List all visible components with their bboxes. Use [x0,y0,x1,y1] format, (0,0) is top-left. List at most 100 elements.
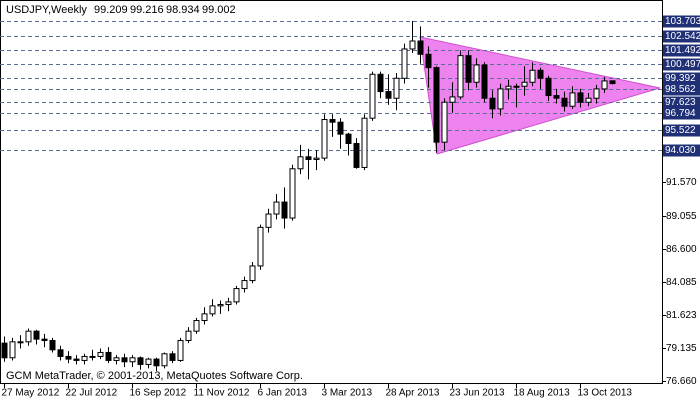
y-tick-label: 86.600 [666,244,697,255]
last-open: 99.209 [94,4,128,16]
candle-body [553,95,560,99]
candle-body [497,88,504,110]
level-label: 99.392 [665,73,696,84]
candle-body [33,330,40,340]
candle-body [369,73,376,119]
candle-body [185,330,192,341]
y-tick-label: 84.085 [666,277,697,288]
level-label-box [663,44,700,57]
y-tick-label: 76.660 [666,376,697,387]
candle-body [577,92,584,103]
candle-body [137,357,144,365]
candle-body [521,81,528,87]
level-label: 103.703 [665,16,700,27]
candle-body [153,358,160,367]
x-tick-label: 11 Nov 2012 [194,388,250,399]
candle-body [289,168,296,219]
last-low: 98.934 [166,4,200,16]
x-tick-label: 28 Apr 2013 [386,388,440,399]
candle-body [113,357,120,361]
candle-body [97,351,104,357]
candle-body [177,339,184,361]
candle-body [161,353,168,367]
y-tick-label: 91.570 [666,177,697,188]
candle-body [433,67,440,143]
level-label: 97.623 [665,97,696,108]
candle-body [361,117,368,168]
last-high: 99.216 [130,4,164,16]
candle-body [273,201,280,215]
level-label-box [663,83,700,96]
symbol-label: USDJPY,Weekly [6,4,87,16]
x-tick-label: 18 Aug 2013 [514,388,571,399]
y-tick-label: 81.623 [666,310,697,321]
candle-body [17,341,24,344]
candle-body [169,353,176,361]
candle-body [121,357,128,363]
x-tick-label: 16 Sep 2012 [130,388,187,399]
candle-body [417,40,424,55]
candle-body [73,358,80,361]
level-label: 101.492 [665,45,700,56]
candle-body [297,156,304,170]
candle-body [377,73,384,93]
candle-body [233,288,240,303]
candle-body [281,201,288,219]
candle-body [217,304,224,307]
candle-body [193,320,200,332]
candle-body [465,55,472,83]
candle-body [385,91,392,99]
x-tick-label: 13 Oct 2013 [578,388,633,399]
candle-body [481,64,488,99]
x-tick-label: 6 Jan 2013 [258,388,308,399]
x-tick-label: 3 Mar 2013 [322,388,373,399]
x-tick-label: 27 May 2012 [2,388,60,399]
candle-body [81,355,88,361]
y-tick-label: 89.055 [666,211,697,222]
candle-body [25,330,32,343]
level-label-box [663,30,700,43]
candle-body [201,313,208,322]
candle-body [473,64,480,83]
candle-body [225,301,232,306]
last-close: 99.002 [202,4,236,16]
candle-body [569,92,576,107]
candle-body [209,305,216,315]
candle-body [601,80,608,90]
candle-body [105,351,112,361]
candle-body [337,121,344,135]
candle-body [321,119,328,159]
candle-body [65,355,72,360]
level-label: 96.794 [665,108,696,119]
candle-body [57,349,64,357]
candle-body [489,97,496,110]
candle-body [561,97,568,107]
candle-body [393,77,400,99]
candle-body [145,358,152,365]
candle-body [593,88,600,99]
candle-body [609,80,616,85]
candle-body [49,339,56,351]
candle-body [257,226,264,267]
level-label: 102.542 [665,31,700,42]
candle-body [1,342,8,359]
footer: GCM MetaTrader, © 2001-2013, MetaQuotes … [6,370,303,382]
triangle-pattern [419,36,661,155]
candle-body [441,101,448,143]
candle-body [401,48,408,79]
candle-body [265,213,272,228]
x-tick-label: 22 Jul 2012 [66,388,118,399]
candle-body [41,338,48,341]
level-label-box [663,107,700,120]
candle-body [585,97,592,103]
level-label-box [663,144,700,157]
level-label-box [663,58,700,71]
candle-body [313,157,320,160]
candle-body [425,53,432,69]
level-label-box [663,15,700,28]
y-tick-label: 79.135 [666,343,697,354]
candle-body [9,341,16,359]
candle-body [545,77,552,97]
